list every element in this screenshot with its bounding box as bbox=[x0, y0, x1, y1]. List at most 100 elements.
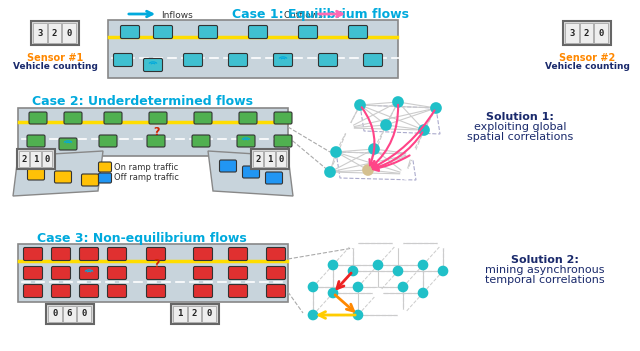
Circle shape bbox=[399, 311, 408, 319]
FancyBboxPatch shape bbox=[220, 160, 237, 172]
Circle shape bbox=[374, 260, 383, 270]
Bar bbox=[108, 20, 398, 78]
Text: Case 3: Non-equilibrium flows: Case 3: Non-equilibrium flows bbox=[37, 232, 247, 245]
Circle shape bbox=[419, 125, 429, 135]
Bar bbox=[30, 151, 41, 167]
Text: 2: 2 bbox=[22, 154, 27, 164]
FancyBboxPatch shape bbox=[243, 166, 259, 178]
FancyBboxPatch shape bbox=[24, 247, 42, 260]
FancyBboxPatch shape bbox=[108, 247, 127, 260]
Text: On ramp traffic: On ramp traffic bbox=[114, 163, 179, 172]
Text: Solution 2:: Solution 2: bbox=[511, 255, 579, 265]
Bar bbox=[563, 21, 611, 45]
Bar bbox=[19, 151, 29, 167]
FancyBboxPatch shape bbox=[149, 112, 167, 124]
Text: Inflows: Inflows bbox=[161, 11, 193, 20]
FancyBboxPatch shape bbox=[79, 266, 99, 279]
Circle shape bbox=[419, 260, 428, 270]
Bar bbox=[251, 149, 289, 169]
FancyBboxPatch shape bbox=[266, 285, 285, 298]
Bar bbox=[253, 151, 263, 167]
Text: 2: 2 bbox=[584, 28, 589, 38]
Circle shape bbox=[363, 165, 373, 175]
Circle shape bbox=[374, 289, 383, 298]
Text: Solution 1:: Solution 1: bbox=[486, 112, 554, 122]
FancyBboxPatch shape bbox=[29, 112, 47, 124]
Text: temporal correlations: temporal correlations bbox=[485, 275, 605, 285]
Text: Case 2: Underdetermined flows: Case 2: Underdetermined flows bbox=[31, 95, 253, 108]
Text: Sensor #1: Sensor #1 bbox=[27, 53, 83, 63]
Bar bbox=[47, 23, 61, 43]
FancyBboxPatch shape bbox=[198, 26, 218, 39]
Bar bbox=[63, 306, 76, 322]
Text: 2: 2 bbox=[192, 310, 197, 318]
FancyBboxPatch shape bbox=[184, 53, 202, 66]
Text: 1: 1 bbox=[267, 154, 272, 164]
Circle shape bbox=[325, 167, 335, 177]
FancyBboxPatch shape bbox=[79, 247, 99, 260]
Circle shape bbox=[394, 238, 403, 247]
FancyBboxPatch shape bbox=[349, 26, 367, 39]
Text: 0: 0 bbox=[278, 154, 284, 164]
FancyBboxPatch shape bbox=[104, 112, 122, 124]
FancyBboxPatch shape bbox=[64, 112, 82, 124]
FancyBboxPatch shape bbox=[274, 135, 292, 147]
Polygon shape bbox=[13, 151, 103, 196]
FancyBboxPatch shape bbox=[298, 26, 317, 39]
FancyBboxPatch shape bbox=[274, 112, 292, 124]
Text: Vehicle counting: Vehicle counting bbox=[13, 62, 97, 71]
FancyBboxPatch shape bbox=[147, 247, 166, 260]
Text: Outflows: Outflows bbox=[283, 11, 323, 20]
FancyBboxPatch shape bbox=[228, 247, 248, 260]
FancyBboxPatch shape bbox=[108, 285, 127, 298]
FancyBboxPatch shape bbox=[193, 247, 212, 260]
FancyBboxPatch shape bbox=[192, 135, 210, 147]
Circle shape bbox=[438, 238, 447, 247]
Text: 1: 1 bbox=[177, 310, 182, 318]
Text: 3: 3 bbox=[37, 28, 42, 38]
Bar bbox=[48, 306, 61, 322]
Circle shape bbox=[399, 283, 408, 291]
Text: 0: 0 bbox=[44, 154, 49, 164]
FancyBboxPatch shape bbox=[147, 135, 165, 147]
FancyBboxPatch shape bbox=[27, 135, 45, 147]
FancyBboxPatch shape bbox=[228, 266, 248, 279]
Text: 2: 2 bbox=[52, 28, 57, 38]
Circle shape bbox=[331, 147, 341, 157]
Bar bbox=[595, 23, 608, 43]
Text: mining asynchronous: mining asynchronous bbox=[485, 265, 605, 275]
Circle shape bbox=[353, 311, 362, 319]
Bar bbox=[171, 304, 219, 324]
FancyBboxPatch shape bbox=[273, 53, 292, 66]
Circle shape bbox=[349, 238, 358, 247]
Circle shape bbox=[328, 289, 337, 298]
FancyBboxPatch shape bbox=[228, 53, 248, 66]
Polygon shape bbox=[208, 151, 293, 196]
Circle shape bbox=[369, 144, 379, 154]
Bar bbox=[276, 151, 286, 167]
Text: ?: ? bbox=[153, 259, 159, 269]
Circle shape bbox=[419, 289, 428, 298]
FancyBboxPatch shape bbox=[147, 266, 166, 279]
Text: Vehicle counting: Vehicle counting bbox=[545, 62, 629, 71]
Bar bbox=[565, 23, 579, 43]
Circle shape bbox=[438, 266, 447, 276]
FancyBboxPatch shape bbox=[24, 266, 42, 279]
Circle shape bbox=[394, 266, 403, 276]
Text: Sensor #2: Sensor #2 bbox=[559, 53, 615, 63]
FancyBboxPatch shape bbox=[266, 247, 285, 260]
Bar bbox=[264, 151, 275, 167]
FancyBboxPatch shape bbox=[108, 266, 127, 279]
Bar bbox=[31, 21, 79, 45]
Bar bbox=[18, 244, 288, 302]
Text: 0: 0 bbox=[67, 28, 72, 38]
Text: Case 1: Equilibrium flows: Case 1: Equilibrium flows bbox=[232, 8, 408, 21]
FancyBboxPatch shape bbox=[24, 285, 42, 298]
Bar bbox=[18, 108, 288, 156]
FancyBboxPatch shape bbox=[248, 26, 268, 39]
FancyBboxPatch shape bbox=[51, 266, 70, 279]
Bar bbox=[173, 306, 187, 322]
FancyBboxPatch shape bbox=[237, 135, 255, 147]
Bar bbox=[17, 149, 55, 169]
Text: 0: 0 bbox=[52, 310, 58, 318]
